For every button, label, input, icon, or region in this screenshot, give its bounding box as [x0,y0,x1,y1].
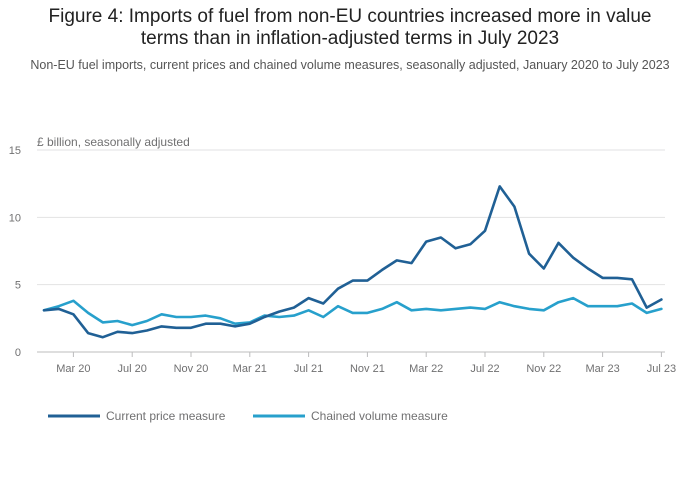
x-tick-label: Jul 20 [118,363,147,375]
legend-label: Chained volume measure [311,409,448,423]
x-tick-label: Mar 23 [585,363,619,375]
chart-title-line-2: terms than in inflation-adjusted terms i… [140,28,560,49]
x-tick-label: Nov 20 [174,363,209,375]
series-line-current-price-measure [42,185,663,339]
x-tick-label: Nov 21 [350,363,385,375]
x-tick-label: Mar 22 [409,363,443,375]
y-tick-label: 15 [9,145,21,157]
x-tick-label: Jul 22 [470,363,499,375]
x-tick-label: Jul 21 [294,363,323,375]
legend-label: Current price measure [106,409,226,423]
series-line-chained-volume-measure [42,296,663,327]
chart-subtitle: Non-EU fuel imports, current prices and … [30,58,670,72]
chart-title-line-1: Figure 4: Imports of fuel from non-EU co… [48,6,652,27]
y-axis-label: £ billion, seasonally adjusted [37,135,190,149]
chart-title: Figure 4: Imports of fuel from non-EU co… [0,6,700,50]
x-tick-label: Nov 22 [526,363,561,375]
y-tick-label: 5 [15,280,21,292]
y-tick-label: 10 [9,212,21,224]
y-tick-label: 0 [15,347,21,359]
x-tick-label: Jul 23 [647,363,676,375]
x-tick-label: Mar 21 [233,363,267,375]
x-tick-label: Mar 20 [56,363,90,375]
